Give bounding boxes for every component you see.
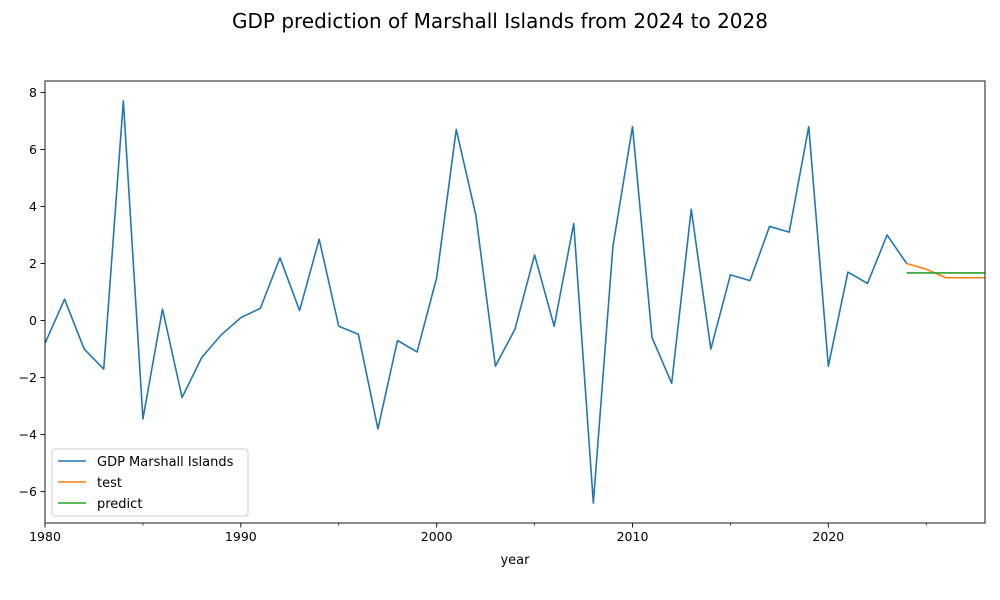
x-tick-label: 2010 bbox=[617, 529, 649, 544]
x-tick-label: 2020 bbox=[812, 529, 844, 544]
series-line-gdp-marshall-islands bbox=[45, 100, 908, 504]
legend-label-predict: predict bbox=[97, 497, 142, 512]
y-tick-label: 2 bbox=[29, 256, 37, 271]
x-tick-label: 2000 bbox=[421, 529, 453, 544]
legend-label-gdp-marshall-islands: GDP Marshall Islands bbox=[97, 455, 234, 470]
legend: GDP Marshall Islands test predict bbox=[51, 448, 249, 517]
plot-frame bbox=[44, 80, 986, 524]
series-line-test bbox=[906, 262, 985, 279]
legend-label-test: test bbox=[97, 476, 122, 491]
y-tick-label: 0 bbox=[29, 313, 37, 328]
y-tick-label: −6 bbox=[19, 484, 37, 499]
plot-area: 1980 1990 2000 2010 2020 −6 −4 −2 0 2 4 6 8 bbox=[19, 80, 986, 544]
y-tick-label: −2 bbox=[19, 370, 37, 385]
x-axis-label: year bbox=[500, 553, 530, 568]
x-tick-label: 1980 bbox=[29, 529, 61, 544]
chart-title: GDP prediction of Marshall Islands from … bbox=[232, 9, 768, 33]
y-tick-label: 8 bbox=[29, 85, 37, 100]
x-tick-label: 1990 bbox=[225, 529, 257, 544]
y-tick-label: 6 bbox=[29, 142, 37, 157]
y-tick-label: −4 bbox=[19, 427, 37, 442]
legend-box bbox=[51, 448, 249, 517]
y-tick-label: 4 bbox=[29, 199, 37, 214]
